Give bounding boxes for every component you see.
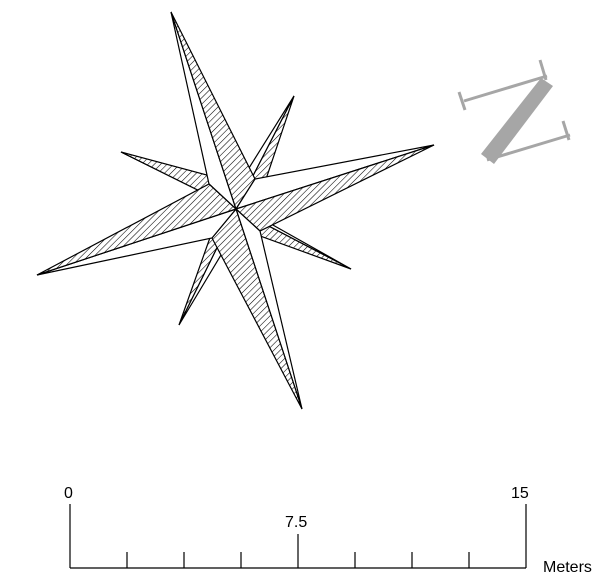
- north-arrow-serif: [457, 91, 467, 111]
- compass-rose-icon: [36, 11, 435, 410]
- north-arrow-stroke-left: [463, 74, 548, 103]
- scale-label-end: 15: [511, 485, 529, 502]
- north-arrow-diagonal: [481, 78, 553, 164]
- scale-bar-ticks: [69, 504, 527, 568]
- north-arrow-stroke-right: [486, 133, 571, 162]
- scale-label-start: 0: [64, 485, 73, 502]
- north-arrow-serif: [538, 59, 548, 81]
- scale-unit-label: Meters: [543, 559, 592, 576]
- scale-label-mid: 7.5: [285, 514, 308, 531]
- scale-bar: [69, 504, 527, 569]
- north-arrow-serif: [561, 120, 571, 141]
- compass-point-hatched-half: [36, 183, 238, 276]
- north-arrow-icon: [457, 59, 571, 164]
